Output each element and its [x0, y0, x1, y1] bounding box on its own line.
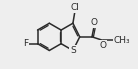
- Text: O: O: [99, 41, 106, 50]
- Text: F: F: [23, 39, 28, 48]
- Text: CH₃: CH₃: [114, 36, 131, 45]
- Text: S: S: [70, 46, 76, 55]
- Text: Cl: Cl: [70, 3, 79, 12]
- Text: O: O: [90, 18, 97, 27]
